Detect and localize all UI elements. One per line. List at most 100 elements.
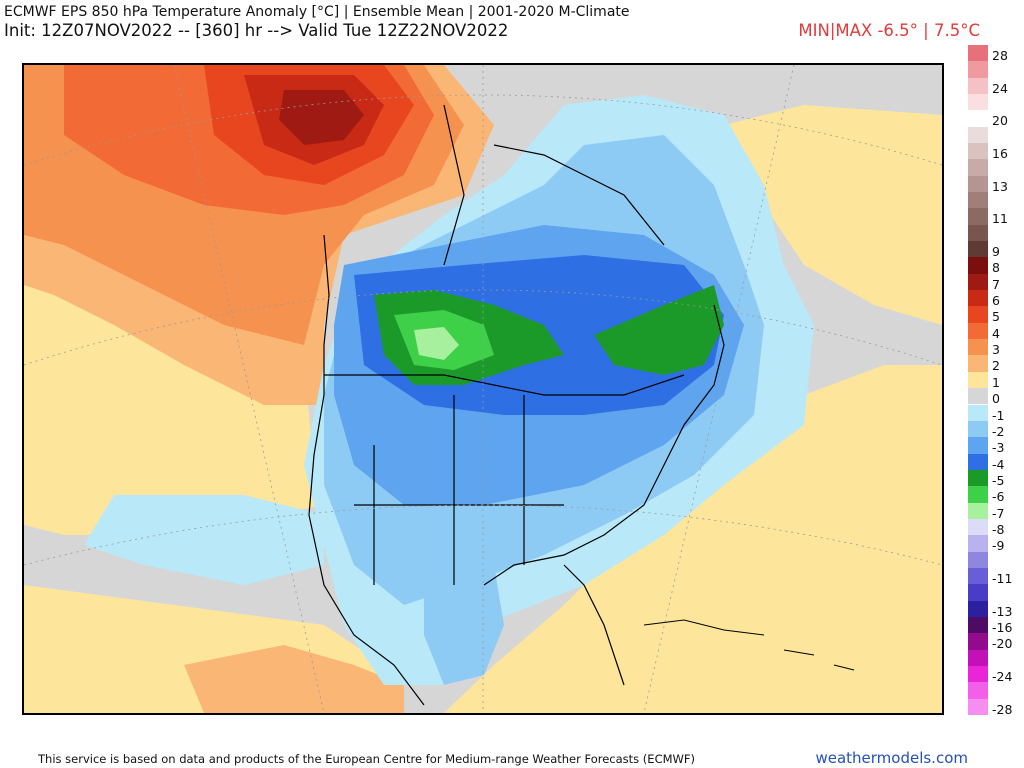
legend-label: -3: [992, 440, 1005, 456]
caribbean-islands: [643, 619, 855, 671]
legend-label: -6: [992, 489, 1005, 505]
legend-swatch: [968, 175, 988, 193]
legend-swatch: [968, 388, 988, 405]
legend-label: 3: [992, 342, 1000, 358]
legend-label: -13: [992, 603, 1013, 619]
legend-item: -16: [968, 616, 1024, 635]
legend-item: 5: [968, 306, 1024, 324]
legend-label: -11: [992, 570, 1013, 586]
legend-swatch: [968, 159, 988, 176]
legend-swatch: [968, 518, 988, 536]
legend-label: 8: [992, 260, 1000, 276]
legend-item: 24: [968, 77, 1024, 96]
warm-anomaly-mexico: [184, 645, 404, 713]
legend-label: -16: [992, 619, 1013, 635]
site-link[interactable]: weathermodels.com: [815, 749, 968, 767]
legend-item: -28: [968, 698, 1024, 717]
legend-item: -7: [968, 502, 1024, 521]
legend-item: -3: [968, 437, 1024, 456]
legend-label: 9: [992, 244, 1000, 260]
legend-swatch: [968, 339, 988, 356]
legend-swatch: [968, 486, 988, 503]
legend-item: 16: [968, 143, 1024, 162]
legend-swatch: [968, 273, 988, 291]
legend-swatch: [968, 453, 988, 470]
cold-core-quebec: [594, 285, 724, 375]
cold-anomaly-pacific: [84, 495, 324, 585]
chart-title: ECMWF EPS 850 hPa Temperature Anomaly [°…: [4, 4, 630, 20]
legend-swatch: [968, 469, 988, 487]
legend-item: -8: [968, 518, 1024, 537]
legend-item: [968, 159, 1024, 176]
min-max-readout: MIN|MAX -6.5° | 7.5°C: [798, 21, 980, 40]
legend-swatch: [968, 420, 988, 438]
legend-item: -20: [968, 633, 1024, 651]
legend-item: -13: [968, 600, 1024, 619]
legend-swatch: [968, 682, 988, 699]
legend-item: 28: [968, 45, 1024, 63]
legend-item: 0: [968, 388, 1024, 407]
legend-swatch: [968, 290, 988, 307]
legend-item: [968, 649, 1024, 666]
legend-item: [968, 94, 1024, 111]
legend-label: 24: [992, 80, 1008, 96]
legend-item: [968, 584, 1024, 601]
legend-item: [968, 126, 1024, 144]
legend-swatch: [968, 192, 988, 209]
attribution-text: This service is based on data and produc…: [38, 752, 695, 766]
legend-item: -11: [968, 567, 1024, 586]
legend-item: [968, 192, 1024, 209]
legend-swatch: [968, 94, 988, 111]
legend-item: 1: [968, 371, 1024, 390]
legend-label: 2: [992, 358, 1000, 374]
legend-swatch: [968, 126, 988, 144]
legend-label: -1: [992, 407, 1005, 423]
legend-item: [968, 682, 1024, 699]
legend-swatch: [968, 241, 988, 258]
legend-swatch: [968, 257, 988, 274]
legend-swatch: [968, 322, 988, 340]
legend-item: 8: [968, 257, 1024, 276]
legend-item: -6: [968, 486, 1024, 505]
legend-item: 6: [968, 290, 1024, 309]
legend-item: [968, 224, 1024, 242]
legend-swatch: [968, 208, 988, 225]
legend-swatch: [968, 535, 988, 552]
legend-swatch: [968, 77, 988, 94]
anomaly-map: [22, 63, 944, 715]
legend-item: [968, 551, 1024, 568]
legend-item: -5: [968, 469, 1024, 488]
legend-label: -5: [992, 472, 1005, 488]
legend-item: -9: [968, 535, 1024, 554]
legend-swatch: [968, 355, 988, 372]
legend-item: -1: [968, 404, 1024, 423]
legend-item: 11: [968, 208, 1024, 226]
legend-swatch: [968, 649, 988, 666]
graticule: [24, 65, 942, 713]
legend-swatch: [968, 224, 988, 242]
legend-swatch: [968, 437, 988, 454]
legend-label: 6: [992, 293, 1000, 309]
legend-swatch: [968, 633, 988, 650]
legend-item: 7: [968, 273, 1024, 292]
legend-label: 1: [992, 374, 1000, 390]
legend-item: -2: [968, 420, 1024, 439]
legend-label: 4: [992, 325, 1000, 341]
legend-label: 20: [992, 113, 1008, 129]
legend-swatch: [968, 404, 988, 421]
legend-item: 4: [968, 322, 1024, 341]
legend-label: 16: [992, 146, 1008, 162]
legend-swatch: [968, 665, 988, 683]
legend-item: -24: [968, 665, 1024, 684]
legend-label: -2: [992, 423, 1005, 439]
legend-label: 28: [992, 48, 1008, 63]
legend-swatch: [968, 600, 988, 617]
legend-item: 3: [968, 339, 1024, 358]
legend-label: -7: [992, 505, 1005, 521]
legend-label: 0: [992, 391, 1000, 407]
legend-label: 7: [992, 276, 1000, 292]
legend-swatch: [968, 45, 988, 62]
legend-swatch: [968, 584, 988, 601]
warm-anomaly-atlantic: [444, 365, 942, 713]
legend-label: -9: [992, 538, 1005, 554]
